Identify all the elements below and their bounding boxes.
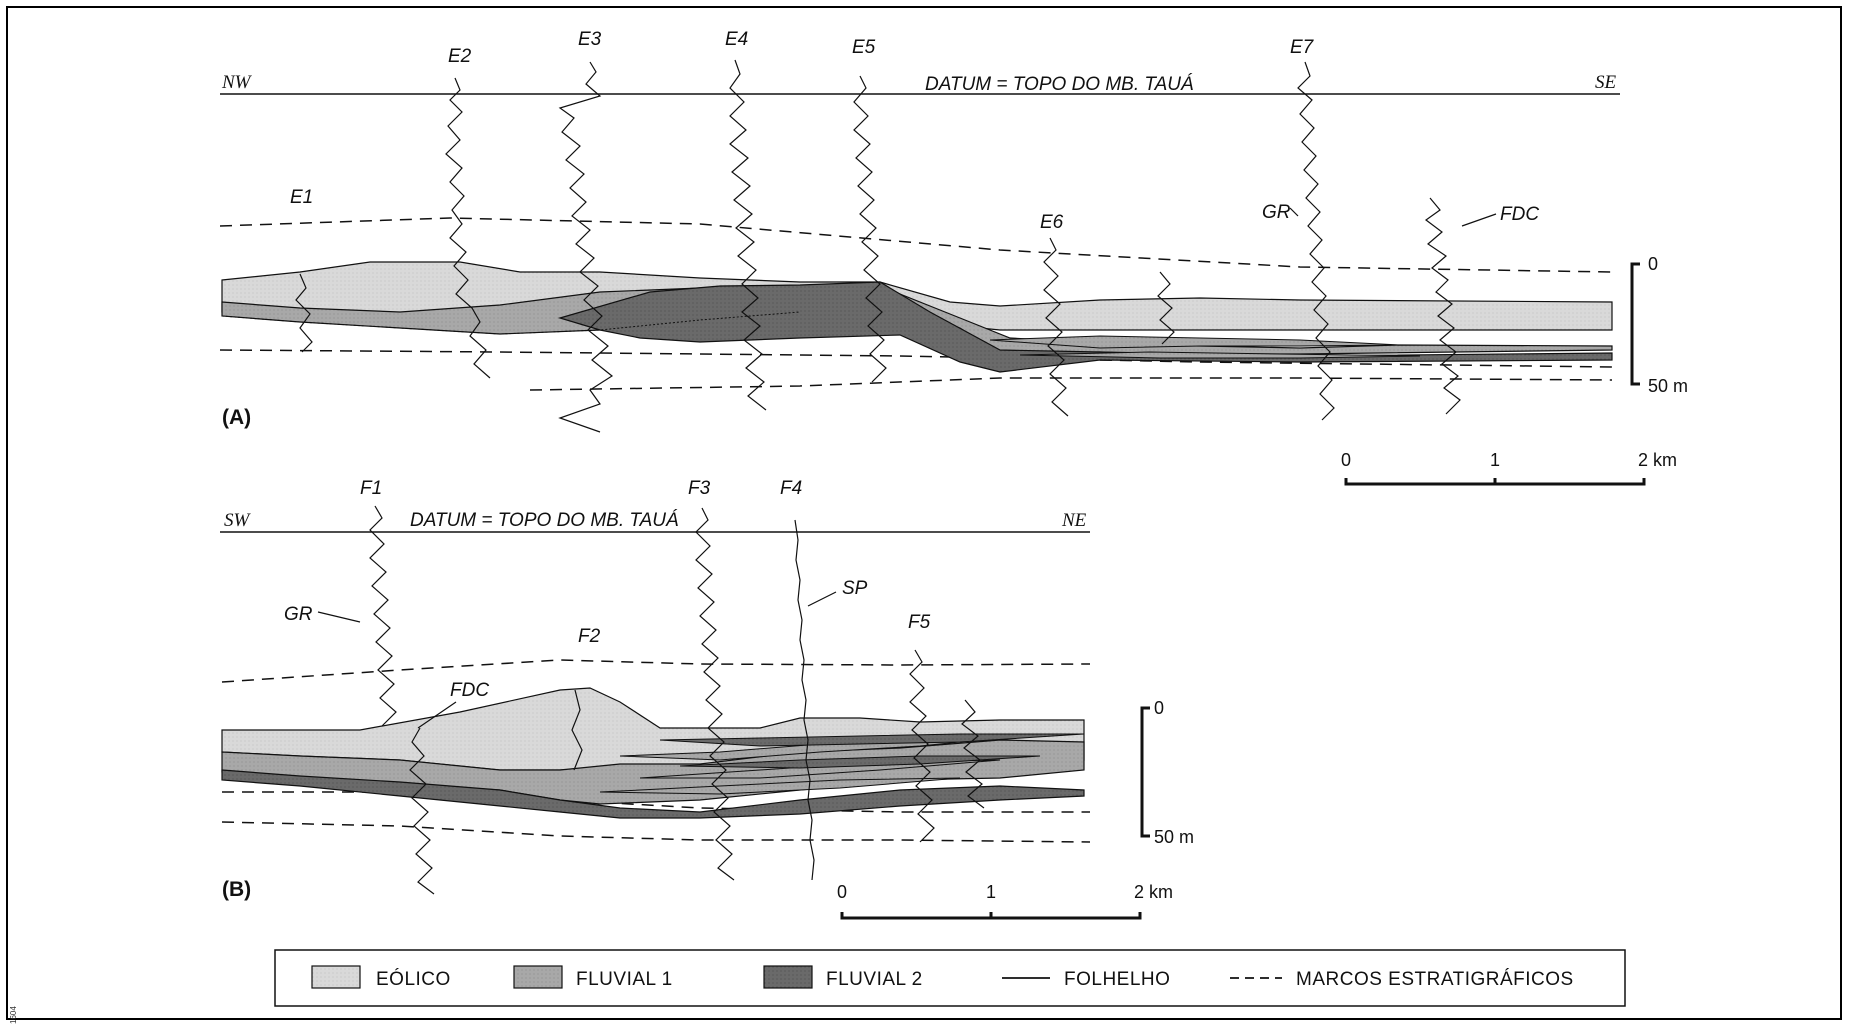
panel-a: NW SE DATUM = TOPO DO MB. TAUÁ E2 E3 E4 … [219,29,1688,486]
hscale-0-b: 0 [837,882,847,902]
hscale-1-b: 1 [986,882,996,902]
marker-middle-a [219,349,1613,368]
panel-tag-b: (B) [222,878,251,901]
well-log-extra-a [1157,271,1175,345]
well-log-e2 [445,77,491,379]
legend-label-folhelho: FOLHELHO [1064,969,1170,990]
legend-swatch-eolico [311,965,361,989]
direction-right-a: SE [1595,72,1617,93]
vscale-bottom-b: 50 m [1154,827,1194,847]
hscale-2-b: 2 km [1134,882,1173,902]
horizontal-scale-a: 0 1 2 km [1341,450,1677,486]
well-log-f1 [369,505,397,727]
hscale-1-a: 1 [1490,450,1500,470]
well-log-fdc-a [1424,197,1461,415]
log-label-fdc-b: FDC [450,680,489,701]
well-label-e2: E2 [448,46,472,67]
fdc-arrow-a [1461,213,1497,227]
log-label-gr-a: GR [1262,202,1291,223]
well-log-f3 [695,507,735,881]
vertical-scale-a: 0 50 m [1630,254,1688,396]
log-label-fdc-a: FDC [1500,204,1539,225]
well-log-f4 [794,519,815,881]
well-log-f2 [571,689,583,771]
legend-label-marcos: MARCOS ESTRATIGRÁFICOS [1296,969,1574,990]
datum-label-a: DATUM = TOPO DO MB. TAUÁ [925,74,1194,95]
log-label-gr-b: GR [284,604,313,625]
panel-tag-a: (A) [222,406,251,429]
fluvial2-lenses-b [659,733,1085,769]
hscale-0-a: 0 [1341,450,1351,470]
well-label-f3: F3 [688,478,711,499]
hscale-2-a: 2 km [1638,450,1677,470]
sp-arrow-b [807,591,837,607]
legend-label-eolico: EÓLICO [376,968,451,990]
well-log-e7 [1297,61,1335,421]
side-code: 1604 [9,1006,18,1024]
well-label-e7: E7 [1290,37,1315,58]
horizontal-scale-b: 0 1 2 km [837,882,1173,920]
well-logs-a [295,59,1461,433]
well-logs-b [369,505,985,895]
well-label-e3: E3 [578,29,602,50]
well-log-fdc-b [409,727,435,895]
marker-upper-b [221,659,1091,683]
well-log-e4 [729,59,767,411]
marker-upper-a [219,217,1613,273]
direction-left-b: SW [224,510,252,531]
gr-arrow-b [317,611,361,623]
marker-lower-a [529,377,1613,391]
well-label-e1: E1 [290,187,313,208]
fluvial1-lenses-b [599,735,1021,795]
well-label-f2: F2 [578,626,601,647]
well-label-f1: F1 [360,478,382,499]
fdc-arrow-b [417,701,457,729]
well-label-e4: E4 [725,29,748,50]
legend-label-fluvial2: FLUVIAL 2 [826,969,923,990]
well-log-e6 [1043,237,1069,417]
legend-swatch-fluvial2 [763,965,813,989]
vscale-top-b: 0 [1154,698,1164,718]
vscale-top-a: 0 [1648,254,1658,274]
well-log-e3 [558,61,614,433]
marker-lower-b [221,821,1091,843]
fluvial2-body-a [557,281,1613,373]
log-label-sp-b: SP [842,578,868,599]
well-label-f4: F4 [780,478,802,499]
vertical-scale-b: 0 50 m [1140,698,1194,847]
fluvial2-body-b [221,769,1085,819]
legend-label-fluvial1: FLUVIAL 1 [576,969,673,990]
legend-box [274,949,1626,1007]
direction-right-b: NE [1061,510,1087,531]
well-label-f5: F5 [908,612,931,633]
panel-b: SW NE DATUM = TOPO DO MB. TAUÁ F1 F2 F3 … [220,478,1194,920]
well-label-e6: E6 [1040,212,1064,233]
well-log-e5 [853,75,887,383]
datum-label-b: DATUM = TOPO DO MB. TAUÁ [410,510,679,531]
gr-arrow-a [1289,207,1299,217]
figure-frame [6,6,1842,1020]
direction-left-a: NW [221,72,253,93]
well-log-f5 [909,649,935,843]
well-log-extra-b [961,699,985,809]
vscale-bottom-a: 50 m [1648,376,1688,396]
legend: EÓLICO FLUVIAL 1 FLUVIAL 2 FOLHELHO MARC… [274,949,1626,1007]
legend-swatch-fluvial1 [513,965,563,989]
well-log-e1 [295,273,313,353]
fluvial1-lenses-a [989,335,1421,359]
well-label-e5: E5 [852,37,876,58]
